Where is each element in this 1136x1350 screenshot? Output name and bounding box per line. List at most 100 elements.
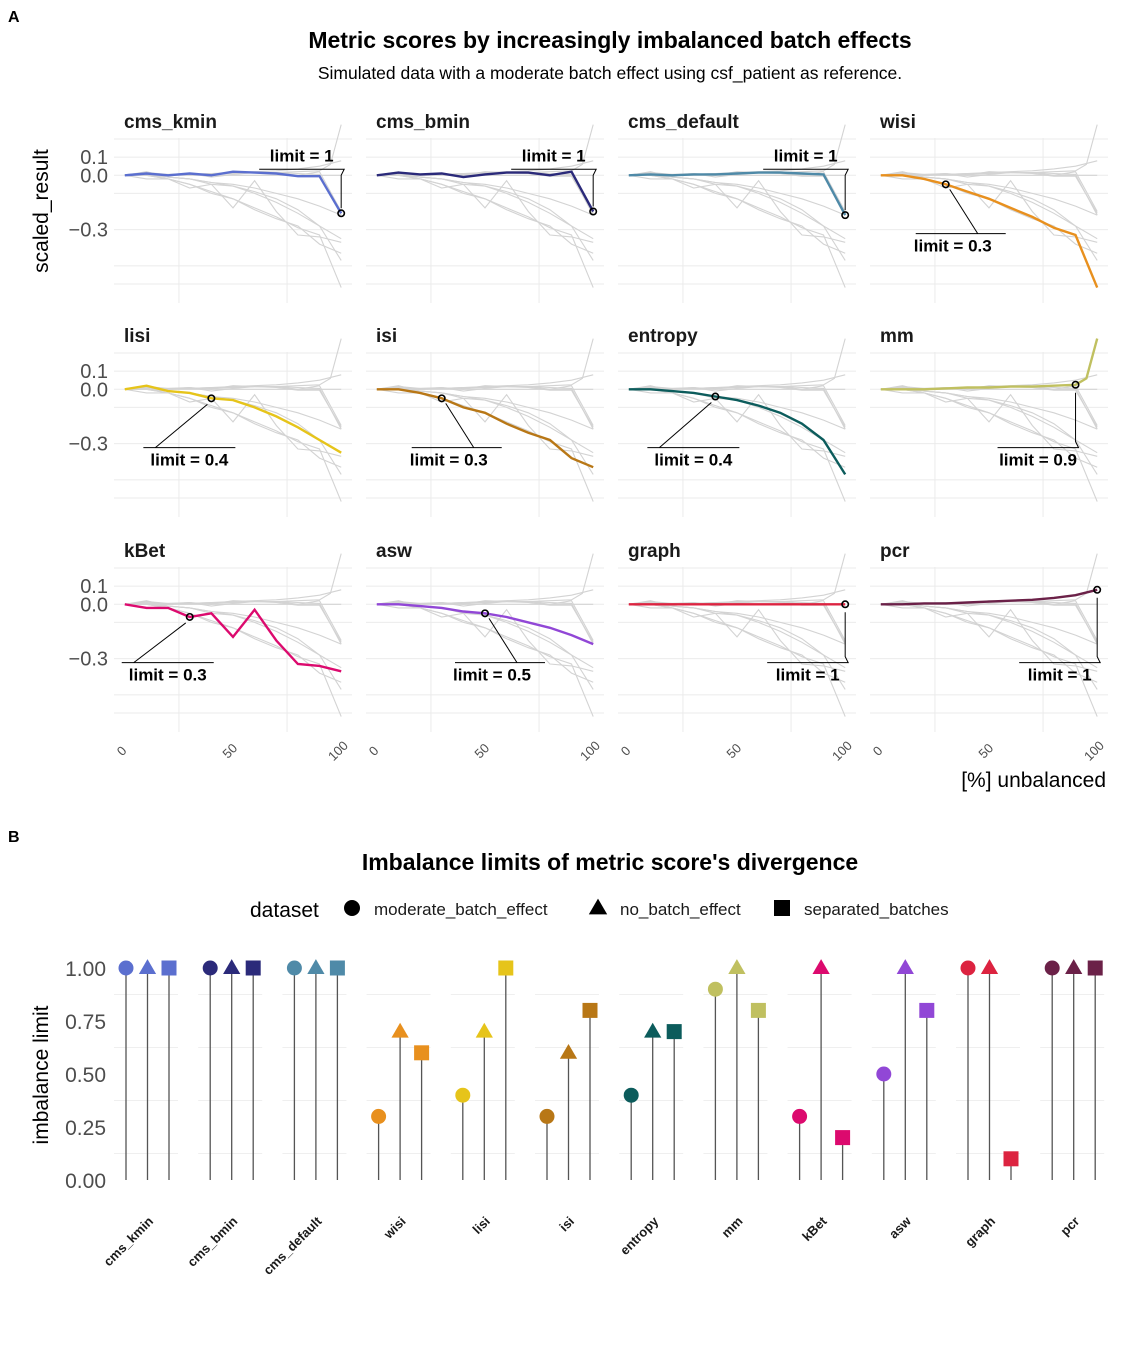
background-series-line <box>124 589 342 605</box>
background-series-line <box>376 589 594 605</box>
background-series-line <box>880 603 1098 672</box>
triangle-marker <box>812 959 830 974</box>
background-series-line <box>124 600 342 669</box>
facet-asw: asw limit = 0.5 0 50 100 <box>366 541 604 764</box>
panel-a-ylabel: scaled_result <box>30 149 53 273</box>
background-series-line <box>628 174 846 216</box>
background-series-line <box>376 388 594 430</box>
background-series-line <box>880 603 1098 717</box>
x-tick-label: lisi <box>470 1214 493 1237</box>
y-tick-label: 0.25 <box>65 1117 106 1140</box>
x-tick-label: 100 <box>829 738 855 764</box>
category-lisi: lisi <box>450 960 515 1237</box>
triangle-marker <box>138 959 157 974</box>
limit-label: limit = 1 <box>1028 666 1092 685</box>
facet-title: asw <box>376 541 412 562</box>
legend: dataset moderate_batch_effect no_batch_eff… <box>250 898 949 922</box>
limit-marker <box>841 211 850 220</box>
background-series-line <box>124 385 342 426</box>
facet-entropy: entropy limit = 0.4 <box>618 326 856 517</box>
legend-label: no_batch_effect <box>620 900 741 919</box>
x-tick-label: 0 <box>114 743 130 759</box>
background-series-line <box>376 174 594 243</box>
circle-marker <box>539 1108 555 1124</box>
category-entropy: entropy <box>617 994 684 1258</box>
background-series-line <box>880 385 1098 426</box>
limit-marker <box>589 207 598 216</box>
square-marker <box>919 1002 935 1018</box>
x-tick-label: 100 <box>1081 738 1107 764</box>
triangle-marker <box>223 959 241 974</box>
circle-marker <box>455 1087 471 1103</box>
series-line <box>880 588 1098 606</box>
facet-title: cms_kmin <box>124 112 217 133</box>
legend-item-no_batch_effect: no_batch_effect <box>588 898 741 919</box>
background-series-line <box>628 388 846 430</box>
y-tick-label: −0.3 <box>69 220 108 242</box>
limit-marker <box>1093 585 1102 594</box>
background-series-line <box>376 171 594 240</box>
triangle-marker <box>391 1022 409 1038</box>
circle-marker <box>286 960 302 976</box>
background-series-line <box>124 603 342 645</box>
background-series-line <box>376 385 594 454</box>
x-tick-label: cms_default <box>260 1213 325 1278</box>
x-tick-label: kBet <box>799 1213 830 1244</box>
background-series-line <box>124 388 342 468</box>
x-tick-label: 50 <box>975 740 996 761</box>
background-series-line <box>628 174 846 243</box>
background-series-line <box>628 603 846 672</box>
panel-b-ylabel: imbalance limit <box>30 1005 53 1144</box>
background-series-line <box>124 388 342 457</box>
background-series-line <box>124 174 342 288</box>
background-series-line <box>628 603 846 683</box>
background-series-line <box>628 603 846 717</box>
facet-title: isi <box>376 326 397 347</box>
x-tick-label: wisi <box>380 1214 409 1243</box>
limit-label: limit = 1 <box>522 146 586 165</box>
circle-marker <box>202 960 218 976</box>
x-tick-label: 100 <box>577 738 603 764</box>
limit-marker <box>207 394 216 403</box>
background-series-line <box>628 174 846 288</box>
legend-label: separated_batches <box>804 900 949 919</box>
limit-marker <box>941 180 950 189</box>
background-series-line <box>628 374 846 390</box>
limit-label: limit = 0.3 <box>410 451 488 470</box>
x-tick-label: isi <box>556 1214 577 1235</box>
facet-title: pcr <box>880 541 910 562</box>
limit-label: limit = 0.3 <box>914 237 992 256</box>
square-marker <box>835 1130 851 1146</box>
square-marker <box>582 1002 598 1018</box>
circle-marker <box>960 960 976 976</box>
background-series-line <box>376 174 594 254</box>
facet-kBet: kBet limit = 0.3 0.10.0 −0.3 0 50 100 <box>69 541 352 764</box>
background-series-line <box>124 171 342 240</box>
background-series-line <box>880 600 1098 669</box>
limit-label: limit = 0.9 <box>999 451 1077 470</box>
legend-label: moderate_batch_effect <box>374 900 548 919</box>
triangle-marker <box>1065 959 1083 974</box>
facet-title: graph <box>628 541 681 562</box>
triangle-marker <box>475 1022 493 1038</box>
limit-marker <box>185 612 194 621</box>
background-series-line <box>628 171 846 212</box>
y-tick-label: 0.1 <box>80 147 108 169</box>
circle-marker <box>623 1087 639 1103</box>
background-series-line <box>628 603 846 645</box>
y-tick-label: −0.3 <box>69 434 108 456</box>
limit-leader-line <box>445 403 475 448</box>
background-series-line <box>124 603 342 717</box>
category-cms_kmin: cms_kmin <box>101 959 178 1269</box>
panel-label-b: B <box>8 829 20 846</box>
facet-title: lisi <box>124 326 150 347</box>
limit-marker <box>437 394 446 403</box>
background-series-line <box>880 388 1098 457</box>
limit-leader-line <box>997 392 1080 449</box>
x-tick-label: pcr <box>1057 1214 1082 1239</box>
limit-label: limit = 0.5 <box>453 666 531 685</box>
series-line <box>880 338 1099 391</box>
